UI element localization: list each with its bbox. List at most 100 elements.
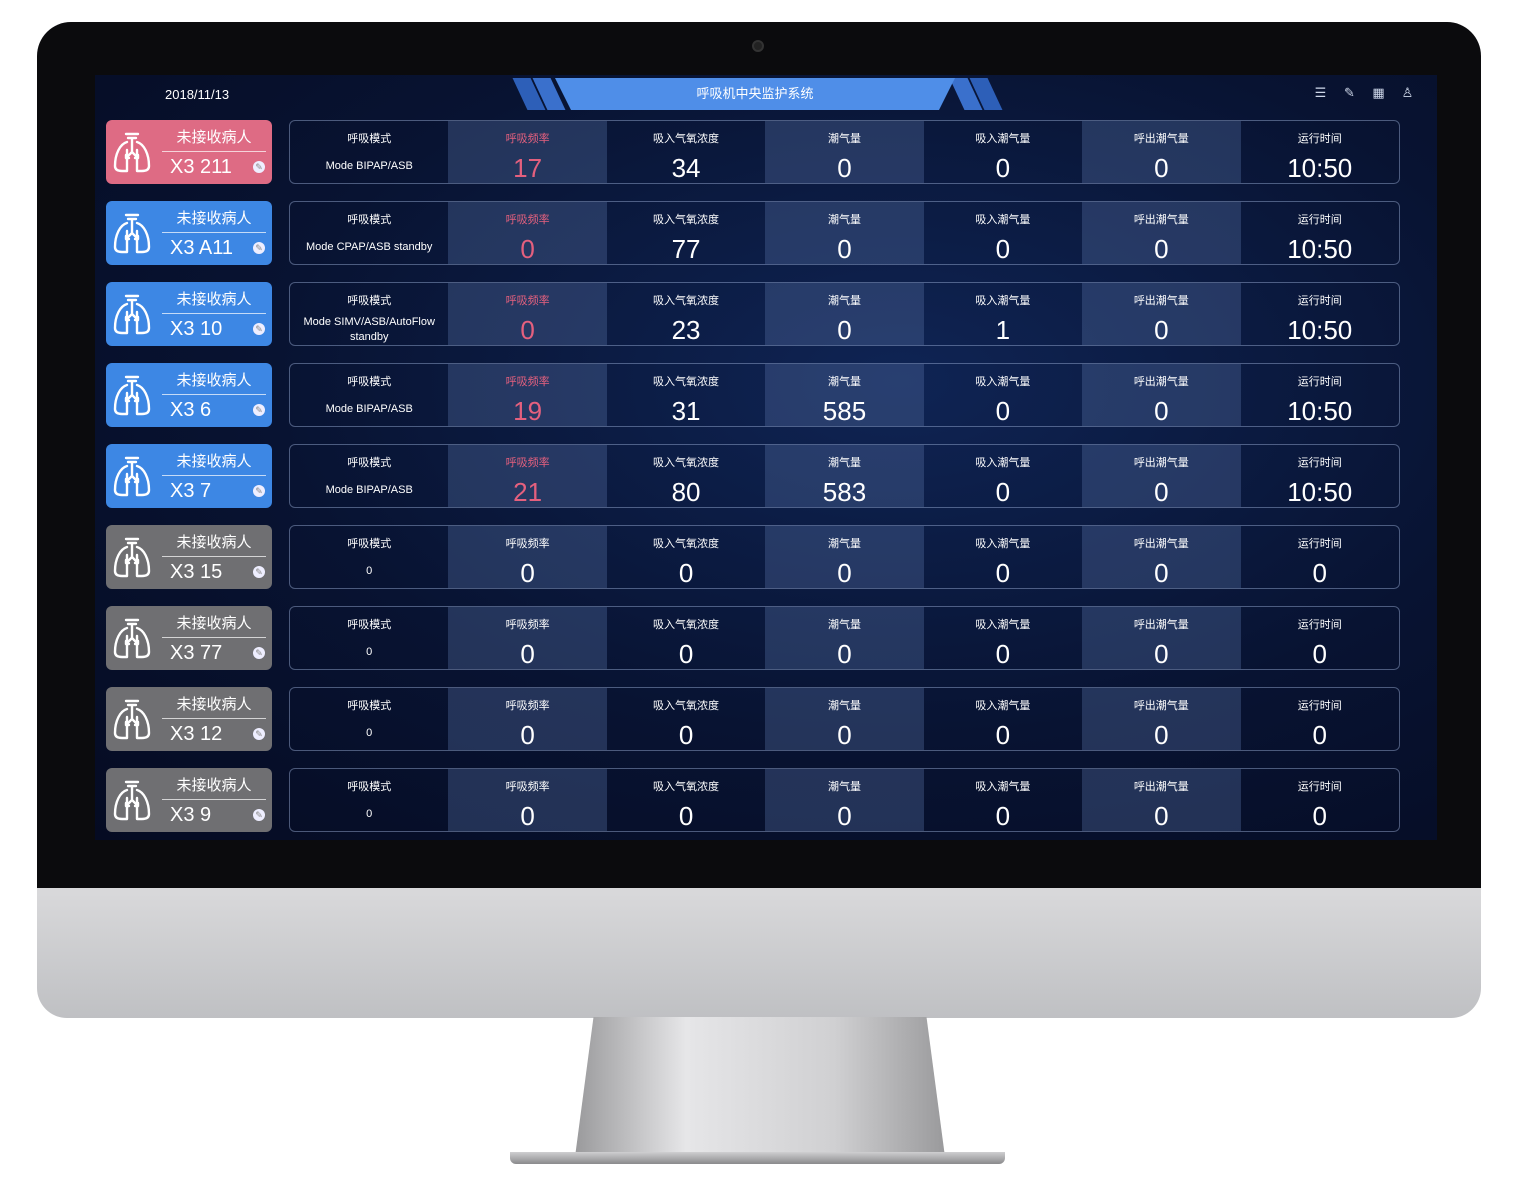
vital-cell: 呼出潮气量 0 [1082,445,1241,507]
vital-label: 呼吸模式 [347,619,392,631]
mode-value: 0 [366,565,373,577]
vital-label: 潮气量 [827,781,861,793]
vital-label: 吸入潮气量 [975,619,1031,631]
vital-value: 0 [1154,153,1169,183]
layout-icon[interactable]: ▦ [1372,85,1385,100]
camera [752,40,764,52]
patient-card[interactable]: 未接收病人 X3 211 ✎ [106,120,272,184]
vital-cell: 吸入气氧浓度 34 [607,121,765,183]
lungs-icon [112,292,152,336]
vital-label: 吸入气氧浓度 [653,538,720,550]
vital-label: 呼出潮气量 [1133,457,1189,469]
vital-cell: 吸入潮气量 0 [924,364,1082,426]
vital-value: 0 [1154,720,1169,750]
edit-icon[interactable]: ✎ [253,485,265,497]
vital-value: 0 [1312,720,1327,750]
lungs-icon [112,454,152,498]
vital-value: 0 [1312,639,1327,669]
vital-label: 吸入潮气量 [975,133,1031,145]
lungs-icon [112,697,152,741]
lungs-icon [112,778,152,822]
vital-label: 呼吸模式 [347,376,392,388]
patient-row: 未接收病人 X3 9 ✎ 呼吸模式 0 呼吸频率 0 吸入气氧浓度 0 潮气量 0 吸入潮气量 0 呼出潮… [106,768,1400,832]
vital-cell: 吸入气氧浓度 0 [607,688,765,750]
bed-number: X3 7 [170,480,212,502]
vital-value: 0 [1312,801,1327,831]
vital-label: 呼吸频率 [505,214,550,226]
edit-icon[interactable]: ✎ [253,647,265,659]
patient-row: 未接收病人 X3 12 ✎ 呼吸模式 0 呼吸频率 0 吸入气氧浓度 0 潮气量 0 吸入潮气量 0 呼出… [106,687,1400,751]
edit-icon[interactable]: ✎ [253,404,265,416]
list-icon[interactable]: ☰ [1314,85,1327,100]
patient-card[interactable]: 未接收病人 X3 15 ✎ [106,525,272,589]
vital-value: 19 [513,396,543,426]
edit-icon[interactable]: ✎ [253,566,265,578]
user-icon[interactable]: ♙ [1401,85,1414,100]
vital-value: 0 [837,558,852,588]
edit-icon[interactable]: ✎ [1344,85,1355,100]
patient-card[interactable]: 未接收病人 X3 10 ✎ [106,282,272,346]
vital-value: 0 [678,639,694,669]
lungs-icon [112,130,152,174]
mode-value: 0 [366,727,373,739]
patient-card[interactable]: 未接收病人 X3 12 ✎ [106,687,272,751]
edit-icon[interactable]: ✎ [253,728,265,740]
vital-label: 运行时间 [1297,295,1342,307]
bed-number: X3 9 [170,804,212,826]
vital-value: 0 [520,639,535,669]
vital-cell: 呼吸频率 0 [448,202,607,264]
patient-row: 未接收病人 X3 15 ✎ 呼吸模式 0 呼吸频率 0 吸入气氧浓度 0 潮气量 0 吸入潮气量 0 呼出… [106,525,1400,589]
vital-cell: 运行时间 0 [1241,607,1399,669]
vital-value: 0 [520,801,535,831]
patient-row: 未接收病人 X3 77 ✎ 呼吸模式 0 呼吸频率 0 吸入气氧浓度 0 潮气量 0 吸入潮气量 0 呼出… [106,606,1400,670]
vital-label: 呼吸模式 [347,295,392,307]
vital-cell: 呼吸模式 Mode BIPAP/ASB [290,364,448,426]
vital-label: 潮气量 [827,214,861,226]
edit-icon[interactable]: ✎ [253,242,265,254]
vitals-table: 呼吸模式 Mode BIPAP/ASB 呼吸频率 17 吸入气氧浓度 34 潮气量 0 吸入潮气… [289,120,1400,184]
vital-label: 呼吸模式 [347,700,392,712]
vital-label: 吸入气氧浓度 [653,376,720,388]
vital-label: 潮气量 [827,538,861,550]
vital-label: 吸入气氧浓度 [653,133,720,145]
vital-value: 0 [520,315,535,345]
vital-cell: 潮气量 0 [765,607,924,669]
vital-label: 吸入气氧浓度 [653,700,720,712]
vital-value: 0 [995,639,1011,669]
patient-card[interactable]: 未接收病人 X3 7 ✎ [106,444,272,508]
vital-cell: 呼吸频率 0 [448,526,607,588]
vital-label: 呼吸频率 [505,700,550,712]
vital-cell: 呼吸频率 0 [448,769,607,831]
patient-status: 未接收病人 [162,369,266,395]
vital-value: 0 [995,558,1011,588]
vital-label: 吸入气氧浓度 [653,295,720,307]
vital-label: 吸入气氧浓度 [653,214,720,226]
vital-value: 0 [837,153,852,183]
patient-row: 未接收病人 X3 A11 ✎ 呼吸模式 Mode CPAP/ASB standby 呼吸频… [106,201,1400,265]
patient-card[interactable]: 未接收病人 X3 A11 ✎ [106,201,272,265]
edit-icon[interactable]: ✎ [253,809,265,821]
bed-number: X3 10 [170,318,223,340]
vital-value: 0 [520,720,535,750]
edit-icon[interactable]: ✎ [253,161,265,173]
vital-value: 0 [678,558,694,588]
vital-label: 呼出潮气量 [1133,295,1189,307]
edit-icon[interactable]: ✎ [253,323,265,335]
vital-label: 吸入气氧浓度 [653,457,720,469]
vital-cell: 呼出潮气量 0 [1082,607,1241,669]
vital-label: 呼吸频率 [505,781,550,793]
vital-cell: 运行时间 10:50 [1241,121,1399,183]
vital-value: 10:50 [1287,315,1353,345]
patient-card[interactable]: 未接收病人 X3 6 ✎ [106,363,272,427]
mode-value: 0 [366,646,373,658]
vital-cell: 呼出潮气量 0 [1082,202,1241,264]
vital-value: 80 [671,477,701,507]
vital-label: 吸入气氧浓度 [653,781,720,793]
patient-card[interactable]: 未接收病人 X3 9 ✎ [106,768,272,832]
patient-card[interactable]: 未接收病人 X3 77 ✎ [106,606,272,670]
vital-cell: 吸入气氧浓度 0 [607,607,765,669]
vital-label: 呼出潮气量 [1133,214,1189,226]
vital-value: 0 [995,477,1011,507]
lungs-icon [112,211,152,255]
vital-label: 吸入潮气量 [975,457,1031,469]
